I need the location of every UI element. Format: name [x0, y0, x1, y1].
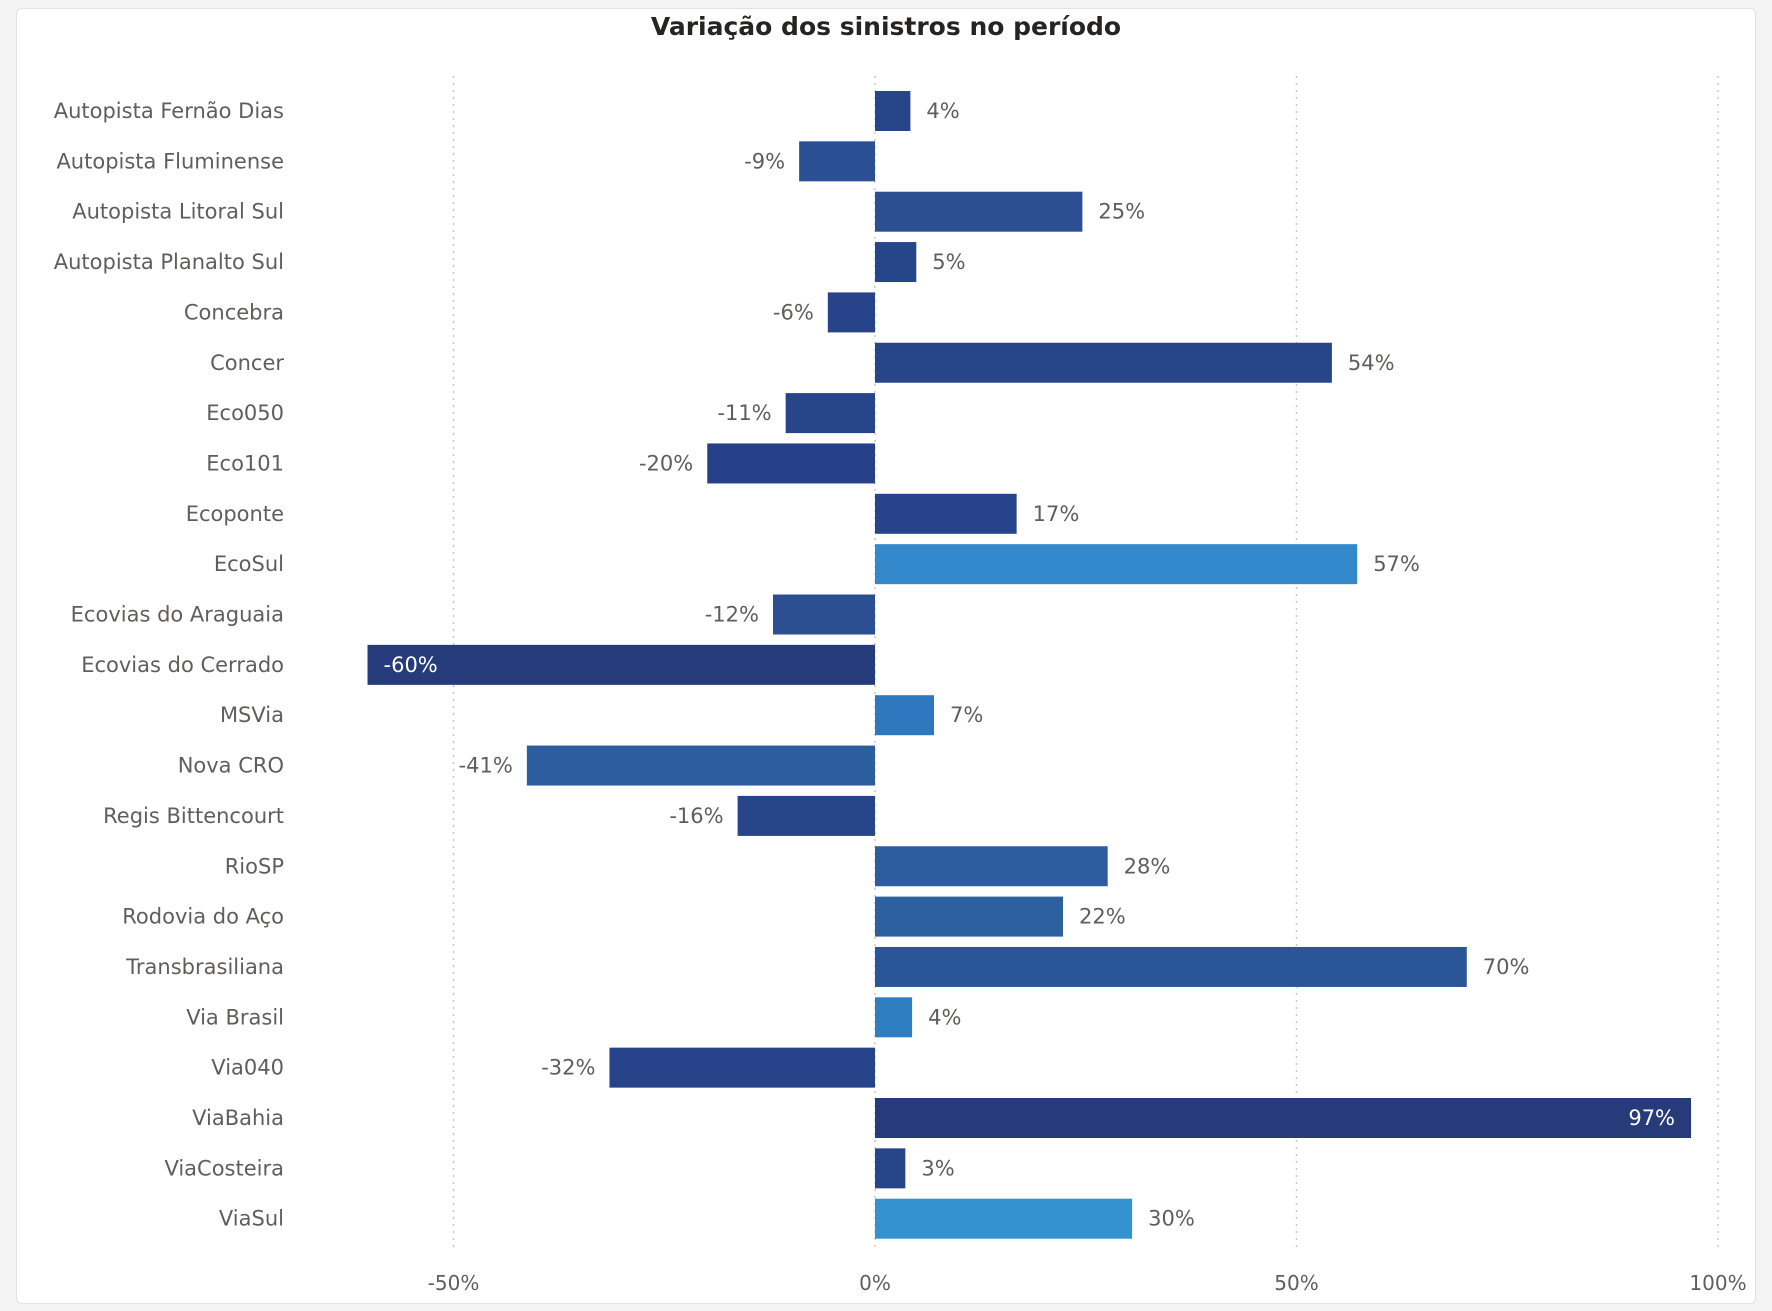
bar	[875, 846, 1108, 887]
x-tick-label: 50%	[1274, 1271, 1318, 1295]
category-label: ViaSul	[219, 1207, 284, 1231]
bar	[526, 745, 875, 786]
category-label: Concer	[210, 351, 284, 375]
data-label: -11%	[717, 401, 771, 425]
data-label: 57%	[1373, 552, 1420, 576]
bar	[875, 695, 935, 736]
data-label: -6%	[773, 300, 814, 324]
data-label: 70%	[1483, 955, 1530, 979]
category-label: MSVia	[220, 703, 284, 727]
category-label: Ecovias do Cerrado	[81, 653, 284, 677]
category-label: Autopista Litoral Sul	[72, 200, 284, 224]
x-tick-label: 0%	[859, 1271, 891, 1295]
category-label: Autopista Planalto Sul	[54, 250, 284, 274]
category-label: Ecoponte	[186, 502, 284, 526]
category-label: Nova CRO	[178, 754, 284, 778]
bar	[785, 393, 875, 434]
bar	[875, 191, 1083, 232]
data-label: -20%	[639, 451, 693, 475]
data-label: -41%	[459, 754, 513, 778]
category-label: Regis Bittencourt	[103, 804, 284, 828]
data-label: 17%	[1033, 502, 1080, 526]
bar	[875, 242, 917, 283]
data-label: -9%	[744, 149, 785, 173]
category-label: Ecovias do Araguaia	[71, 603, 284, 627]
data-label: 30%	[1148, 1207, 1195, 1231]
bar	[609, 1047, 875, 1088]
bar	[875, 1198, 1133, 1239]
category-label: ViaBahia	[192, 1106, 284, 1130]
category-label: ViaCosteira	[164, 1156, 284, 1180]
bar	[799, 141, 875, 182]
bar	[707, 443, 875, 484]
data-label: 5%	[932, 250, 965, 274]
bar	[875, 493, 1017, 534]
data-label: 22%	[1079, 905, 1126, 929]
data-label: 7%	[950, 703, 983, 727]
data-label: -32%	[541, 1056, 595, 1080]
category-label: Eco101	[206, 451, 284, 475]
data-label: 54%	[1348, 351, 1395, 375]
category-label: Via040	[211, 1056, 284, 1080]
bar	[875, 342, 1332, 383]
x-tick-label: 100%	[1689, 1271, 1746, 1295]
category-label: Rodovia do Aço	[122, 905, 284, 929]
data-label: 25%	[1098, 200, 1145, 224]
bar	[875, 946, 1467, 987]
chart-title: Variação dos sinistros no período	[650, 12, 1122, 41]
data-label: -60%	[384, 653, 438, 677]
category-label: Autopista Fernão Dias	[54, 99, 284, 123]
category-label: Concebra	[184, 300, 284, 324]
data-label: 4%	[928, 1005, 961, 1029]
data-label: 3%	[921, 1156, 954, 1180]
data-label: 28%	[1124, 854, 1171, 878]
category-label: Autopista Fluminense	[56, 149, 284, 173]
data-label: 4%	[926, 99, 959, 123]
category-label: EcoSul	[214, 552, 284, 576]
x-tick-label: -50%	[428, 1271, 480, 1295]
bar	[827, 292, 875, 333]
bar	[875, 896, 1063, 937]
bar	[737, 795, 875, 836]
bar	[875, 544, 1358, 585]
bar	[367, 644, 875, 685]
bar	[875, 1148, 906, 1189]
data-label: -12%	[705, 603, 759, 627]
category-label: Eco050	[206, 401, 284, 425]
bar	[875, 997, 913, 1038]
category-label: RioSP	[225, 854, 284, 878]
data-label: -16%	[669, 804, 723, 828]
category-label: Transbrasiliana	[125, 955, 284, 979]
data-label: 97%	[1628, 1106, 1675, 1130]
bar	[875, 91, 911, 131]
bar	[772, 594, 875, 635]
bar	[875, 1098, 1692, 1138]
category-label: Via Brasil	[186, 1005, 284, 1029]
